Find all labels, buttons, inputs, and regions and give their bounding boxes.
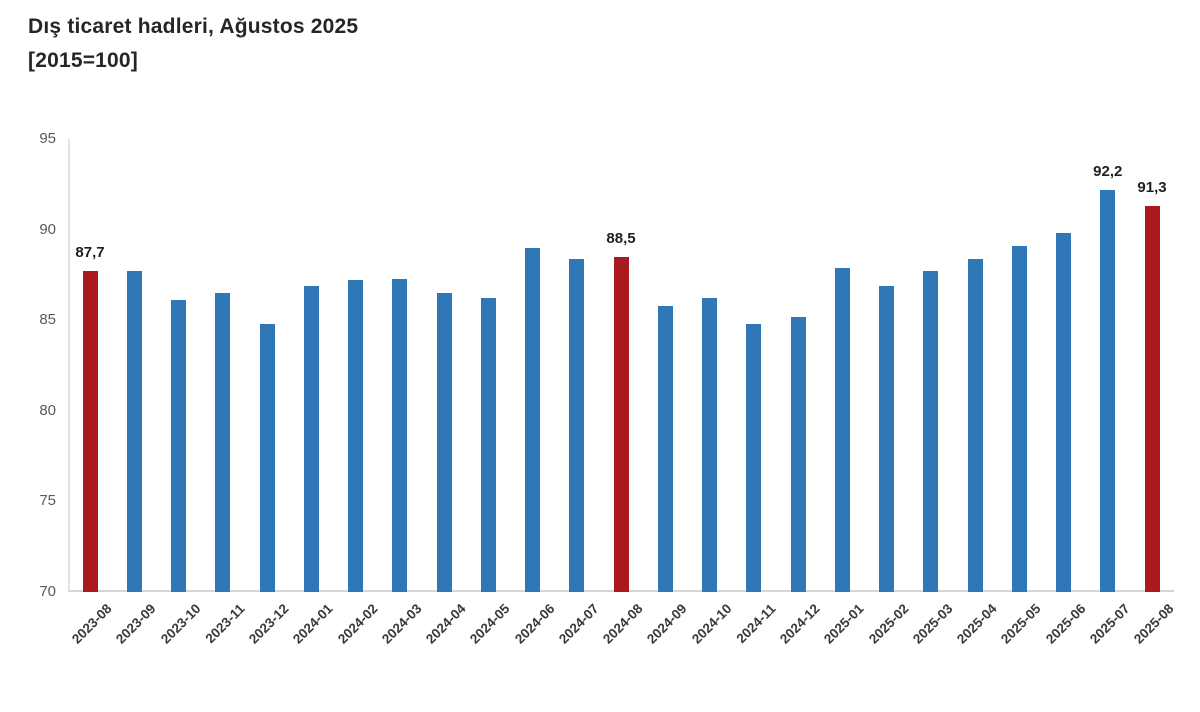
bar-2024-02: [348, 280, 363, 592]
bar-2024-04: [436, 293, 452, 592]
x-axis-label: 2023-11: [202, 601, 248, 647]
x-axis-label: 2025-03: [909, 601, 956, 647]
x-axis-label: 2025-08: [1130, 601, 1177, 647]
bar-2024-01: [303, 285, 319, 592]
bar-value-label: 88,5: [606, 229, 636, 247]
bar-2024-05: [480, 298, 496, 592]
x-axis-label: 2023-09: [113, 601, 159, 647]
bar-2024-03: [392, 278, 408, 592]
x-axis-label: 2024-09: [644, 601, 690, 647]
bar-2024-06: [525, 247, 540, 592]
y-axis-tick-label: 85: [39, 311, 56, 329]
x-axis-label: 2024-07: [555, 601, 602, 647]
bar-2024-10: [702, 298, 717, 592]
x-axis-label: 2025-02: [865, 601, 912, 647]
bar-2025-03: [923, 271, 939, 592]
x-axis-label: 2025-01: [821, 601, 867, 647]
x-axis-label: 2023-08: [68, 601, 115, 647]
x-axis-label: 2024-10: [688, 601, 735, 647]
x-axis-label: 2025-06: [1042, 601, 1089, 647]
x-axis-label: 2025-07: [1086, 601, 1133, 647]
bar-2023-11: [215, 293, 231, 592]
bar-value-label: 87,7: [75, 244, 105, 262]
bar-2024-12: [790, 316, 806, 592]
bar-2023-10: [171, 300, 186, 592]
y-axis-tick-label: 75: [39, 492, 56, 510]
bar-2024-08: [613, 256, 629, 592]
y-axis-tick-label: 70: [39, 583, 56, 600]
y-axis-tick-label: 95: [39, 130, 56, 147]
bar-2025-02: [879, 285, 894, 592]
x-axis-label: 2024-03: [378, 601, 425, 647]
x-axis-label: 2025-04: [953, 601, 1000, 647]
bar-value-label: 91,3: [1137, 179, 1167, 197]
x-axis-label: 2025-05: [998, 601, 1044, 647]
x-axis-label: 2024-11: [733, 601, 779, 647]
bar-2025-04: [967, 258, 983, 592]
bar-2025-05: [1011, 245, 1027, 592]
x-axis-label: 2024-06: [511, 601, 558, 647]
bar-2024-09: [657, 305, 673, 592]
x-axis-label: 2024-04: [422, 601, 469, 647]
y-axis-tick-label: 90: [39, 220, 56, 238]
bar-2023-08: [82, 271, 98, 592]
x-axis-label: 2024-02: [334, 601, 381, 647]
bar-2024-11: [746, 323, 762, 592]
bar-2025-08: [1144, 206, 1160, 592]
x-axis-label: 2024-05: [467, 601, 513, 647]
x-axis-label: 2023-10: [157, 601, 204, 647]
x-axis-label: 2024-12: [776, 601, 823, 647]
bar-2025-06: [1056, 233, 1071, 592]
bar-2025-01: [834, 267, 850, 592]
bar-2023-09: [126, 271, 142, 592]
x-axis-label: 2024-01: [290, 601, 336, 647]
bar-2024-07: [569, 258, 585, 592]
bar-2025-07: [1100, 189, 1116, 592]
chart-subtitle: [2015=100]: [28, 49, 139, 72]
x-axis-label: 2024-08: [599, 601, 646, 647]
bar-value-label: 92,2: [1093, 162, 1123, 180]
y-axis-tick-label: 80: [39, 401, 56, 419]
bar-2023-12: [259, 323, 275, 592]
chart-title-block: Dış ticaret hadleri, Ağustos 2025 [2015=…: [28, 10, 358, 78]
chart-title: Dış ticaret hadleri, Ağustos 2025: [28, 15, 359, 38]
x-axis-label: 2023-12: [245, 601, 292, 647]
